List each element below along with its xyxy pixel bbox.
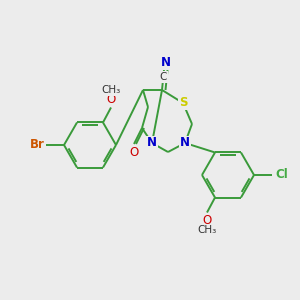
Text: N: N [161,56,171,70]
Text: Br: Br [30,139,44,152]
Text: Cl: Cl [276,169,288,182]
Text: C: C [159,72,167,82]
Text: CH₃: CH₃ [101,85,121,95]
Text: N: N [180,136,190,149]
Text: O: O [129,146,139,158]
Text: O: O [106,93,116,106]
Text: N: N [147,136,157,149]
Text: O: O [202,214,211,227]
Text: CH₃: CH₃ [197,224,217,235]
Text: S: S [179,97,187,110]
